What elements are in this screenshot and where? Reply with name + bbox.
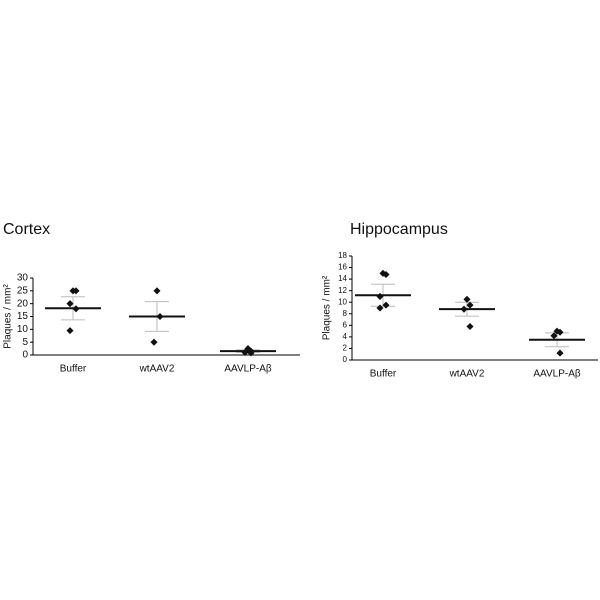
y-tick-label: 4: [343, 332, 348, 341]
x-tick-label: wtAAV2: [449, 369, 485, 380]
y-tick-label: 2: [343, 344, 348, 353]
data-point: [556, 349, 564, 357]
y-tick-label: 5: [22, 337, 28, 348]
data-point: [66, 327, 74, 335]
x-tick-label: AAVLP-Aβ: [224, 364, 271, 375]
data-point: [153, 287, 161, 295]
y-tick-label: 10: [338, 297, 347, 306]
x-tick-label: wtAAV2: [139, 364, 175, 375]
y-tick-label: 15: [17, 311, 29, 322]
y-tick-label: 16: [338, 263, 347, 272]
data-point: [72, 305, 80, 313]
data-point: [156, 312, 164, 321]
y-tick-label: 10: [17, 324, 29, 335]
x-tick-label: AAVLP-Aβ: [533, 369, 580, 380]
y-tick-label: 18: [338, 251, 347, 260]
chart-title: Hippocampus: [350, 221, 448, 238]
data-point: [463, 295, 471, 303]
data-point: [466, 301, 474, 309]
y-tick-label: 0: [343, 355, 348, 364]
data-point: [382, 270, 390, 279]
data-point: [376, 304, 384, 312]
y-tick-label: 25: [17, 285, 29, 296]
y-axis-label: Plaques / mm²: [3, 284, 14, 349]
y-tick-label: 20: [17, 298, 29, 309]
chart: Hippocampus Plaques / mm² 0 2 4 6 8 10 12 14 16 18 B…: [322, 221, 598, 380]
y-tick-label: 8: [343, 309, 348, 318]
data-point: [556, 328, 564, 336]
y-tick-label: 6: [343, 320, 348, 329]
data-point: [72, 287, 80, 295]
chart-title: Cortex: [3, 221, 50, 238]
data-point: [247, 349, 255, 357]
x-tick-label: Buffer: [370, 369, 397, 380]
data-point: [376, 292, 384, 300]
y-tick-label: 14: [338, 274, 347, 283]
data-point: [150, 338, 158, 346]
x-tick-label: Buffer: [60, 364, 87, 375]
data-point: [382, 301, 390, 309]
y-tick-label: 0: [22, 350, 28, 361]
y-tick-label: 12: [338, 286, 347, 295]
y-tick-label: 30: [17, 273, 29, 284]
data-point: [460, 305, 468, 313]
y-axis-label: Plaques / mm²: [322, 275, 333, 340]
data-point: [466, 322, 474, 331]
data-point: [66, 300, 74, 308]
data-point: [550, 332, 558, 340]
data-point: [241, 348, 249, 356]
